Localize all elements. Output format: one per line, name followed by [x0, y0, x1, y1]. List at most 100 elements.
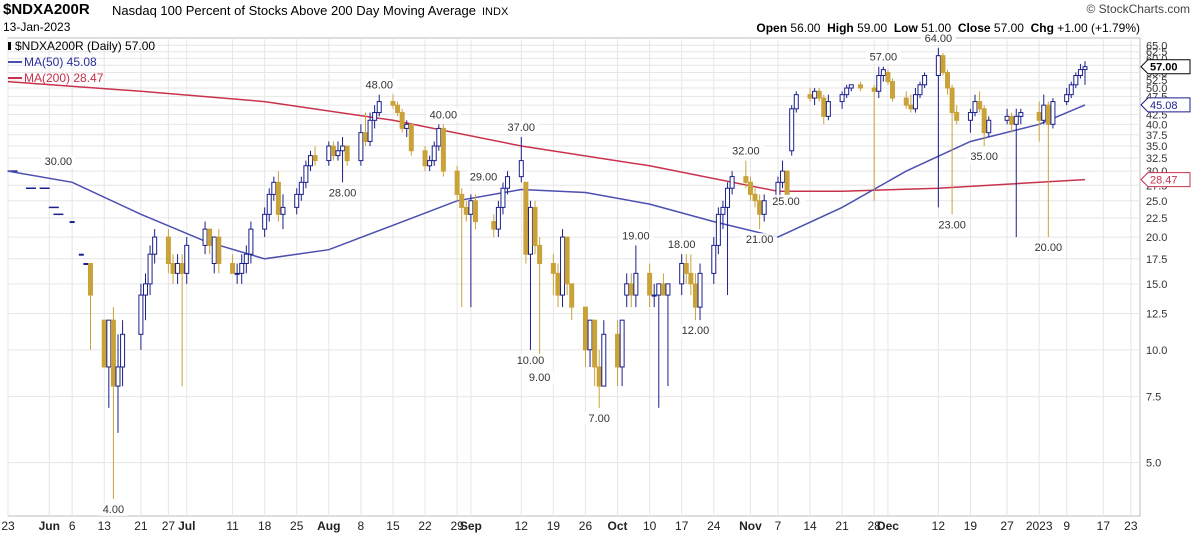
value-annotation: 25.00 — [772, 196, 800, 208]
last-value-marker — [1140, 59, 1191, 75]
stockcharts-brand[interactable]: © StockCharts.com — [1086, 2, 1190, 16]
annotation-bg — [920, 31, 956, 45]
candle — [234, 263, 240, 284]
candle — [660, 273, 666, 296]
candle-body — [303, 165, 309, 183]
candle-body — [683, 263, 689, 274]
candle — [647, 263, 653, 308]
candle — [1073, 72, 1079, 89]
candle — [812, 88, 818, 106]
candle — [399, 108, 405, 133]
candle — [230, 254, 236, 274]
candle-body — [216, 236, 222, 265]
candle-body — [404, 123, 410, 129]
candle — [550, 254, 556, 296]
candle — [408, 123, 414, 156]
candle — [725, 182, 731, 296]
x-tick-label: 19 — [547, 519, 561, 533]
candle-body — [715, 213, 721, 246]
candle — [344, 145, 350, 166]
candle — [1018, 108, 1024, 125]
annotation-bg — [425, 108, 461, 122]
candle-body — [569, 283, 575, 308]
annotation-bg — [770, 194, 806, 208]
candle-body — [688, 272, 694, 285]
candle-body — [857, 84, 863, 89]
candle-body — [1050, 101, 1056, 125]
candle-body — [491, 221, 497, 230]
candle — [271, 176, 277, 201]
candle-body — [812, 90, 818, 99]
x-tick-label: 19 — [964, 519, 978, 533]
candle-body — [1064, 94, 1070, 103]
candle-body — [505, 176, 511, 189]
value-annotation: 20.00 — [1035, 242, 1063, 254]
close-label: Close — [957, 21, 991, 35]
candle-body — [945, 72, 951, 89]
y-tick-label: 22.5 — [1146, 213, 1167, 225]
x-tick-label: 18 — [258, 519, 272, 533]
annotation-bg — [742, 233, 778, 247]
candle-body — [780, 170, 786, 183]
candle — [440, 124, 446, 177]
candle-body — [582, 306, 588, 351]
candle-body — [211, 236, 217, 265]
value-annotation: 10.00 — [517, 355, 545, 367]
candle-body — [743, 176, 749, 183]
annotation-bg — [677, 324, 713, 338]
candle — [761, 194, 767, 222]
candle-body — [807, 94, 813, 99]
candle — [945, 69, 951, 95]
last-value-label: 45.08 — [1150, 100, 1178, 112]
x-tick-label: Oct — [608, 519, 628, 533]
annotation-bg — [618, 229, 654, 243]
candle-body — [986, 119, 992, 134]
candle-body — [532, 206, 538, 246]
candle — [275, 171, 281, 222]
candle-body — [436, 127, 442, 147]
candle-body — [665, 283, 671, 296]
candle — [495, 200, 501, 238]
candle-body — [1009, 115, 1015, 125]
candle-body — [362, 132, 368, 142]
candle — [110, 307, 116, 499]
candle-body — [839, 94, 845, 103]
x-tick-label: 14 — [803, 519, 817, 533]
candle — [303, 160, 309, 189]
x-tick-label: 15 — [386, 519, 400, 533]
annotation-bg — [467, 170, 503, 184]
candle — [454, 165, 460, 201]
x-tick-label: Jun — [39, 519, 60, 533]
candle — [330, 141, 336, 161]
candle-body — [175, 263, 181, 274]
candle — [1009, 112, 1015, 133]
y-tick-label: 40.0 — [1146, 119, 1167, 131]
candle — [752, 188, 758, 208]
ohlc-readout: Open 56.00 High 59.00 Low 51.00 Close 57… — [756, 21, 1140, 35]
ma50-swatch — [8, 61, 22, 63]
candle — [986, 116, 992, 137]
candle — [665, 283, 671, 387]
candle — [954, 105, 960, 125]
candle-body — [922, 74, 928, 86]
candle — [175, 254, 181, 284]
candle — [935, 47, 941, 208]
candle-body — [692, 283, 698, 308]
candle-body — [307, 155, 313, 167]
annotation-bg — [525, 370, 555, 384]
candle — [101, 319, 107, 368]
candle — [692, 273, 698, 321]
candle — [816, 88, 822, 102]
x-tick-label: 24 — [707, 519, 721, 533]
x-tick-label: 29 — [450, 519, 464, 533]
candle-body — [120, 333, 126, 368]
x-tick-label: 8 — [358, 519, 365, 533]
candle-body — [560, 236, 566, 296]
candle — [87, 263, 93, 350]
chart-date: 13-Jan-2023 — [3, 20, 71, 34]
candle — [720, 200, 726, 230]
candle — [262, 207, 268, 238]
candle-body — [523, 181, 529, 255]
candle-body — [344, 145, 350, 162]
